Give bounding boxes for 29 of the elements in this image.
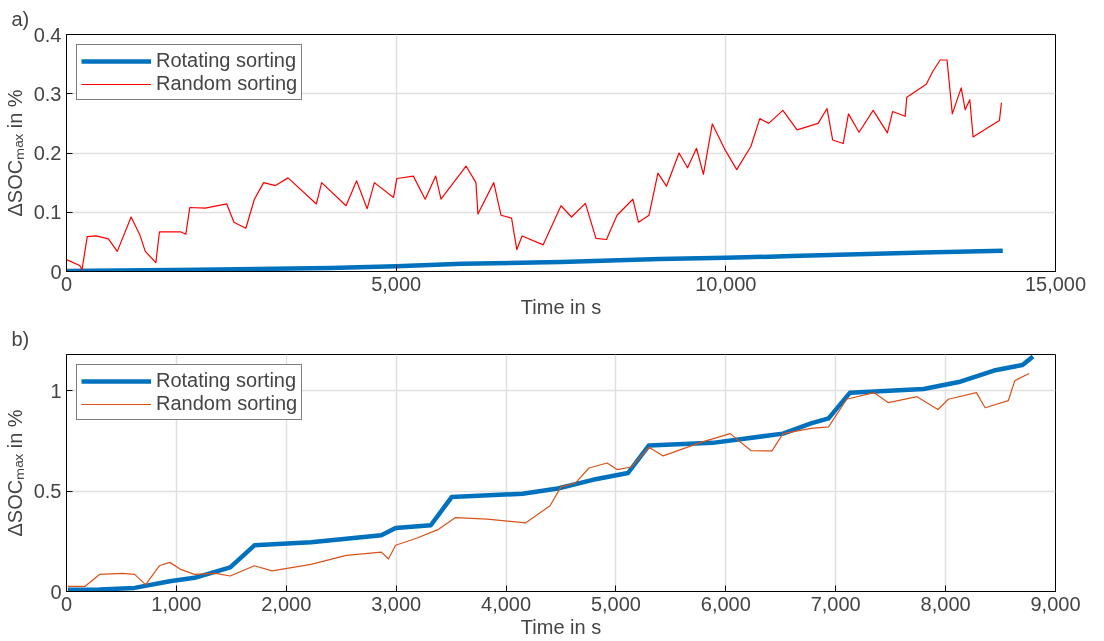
line-series: [66, 248, 1005, 272]
y-tick-label: 0.1: [33, 201, 62, 224]
legend-label: Rotating sorting: [156, 49, 297, 72]
x-tick-label: 3,000: [371, 592, 422, 615]
legend-label: Random sorting: [156, 392, 298, 415]
y-tick-label: 0.3: [33, 82, 62, 105]
y-tick-label: 0.2: [33, 142, 62, 164]
x-tick-label: 4,000: [481, 592, 532, 615]
x-tick-label: 10,000: [695, 272, 757, 295]
y-tick-label: 1: [50, 379, 62, 402]
legend-label: Rotating sorting: [156, 369, 297, 392]
x-tick-label: 6,000: [700, 592, 751, 615]
y-tick-label: 0.4: [33, 23, 62, 46]
x-tick-label: 5,000: [371, 272, 422, 295]
x-tick-label: 8,000: [920, 592, 971, 615]
y-tick-label: 0.5: [33, 480, 62, 503]
x-tick-label: 9,000: [1030, 592, 1081, 615]
chart-title: a): [11, 7, 30, 30]
x-axis-title: Time in s: [520, 615, 602, 638]
y-axis-title: ΔSOCₘₐₓ in %: [3, 89, 26, 217]
y-axis-title: ΔSOCₘₐₓ in %: [3, 409, 26, 537]
x-tick-label: 15,000: [1024, 272, 1087, 295]
x-tick-label: 2,000: [261, 592, 312, 615]
chart-title: b): [11, 327, 30, 350]
x-axis-title: Time in s: [520, 295, 602, 318]
x-tick-label: 5,000: [590, 592, 641, 615]
legend-label: Random sorting: [156, 72, 298, 95]
x-tick-label: 7,000: [810, 592, 861, 615]
x-tick-label: 1,000: [151, 592, 202, 615]
